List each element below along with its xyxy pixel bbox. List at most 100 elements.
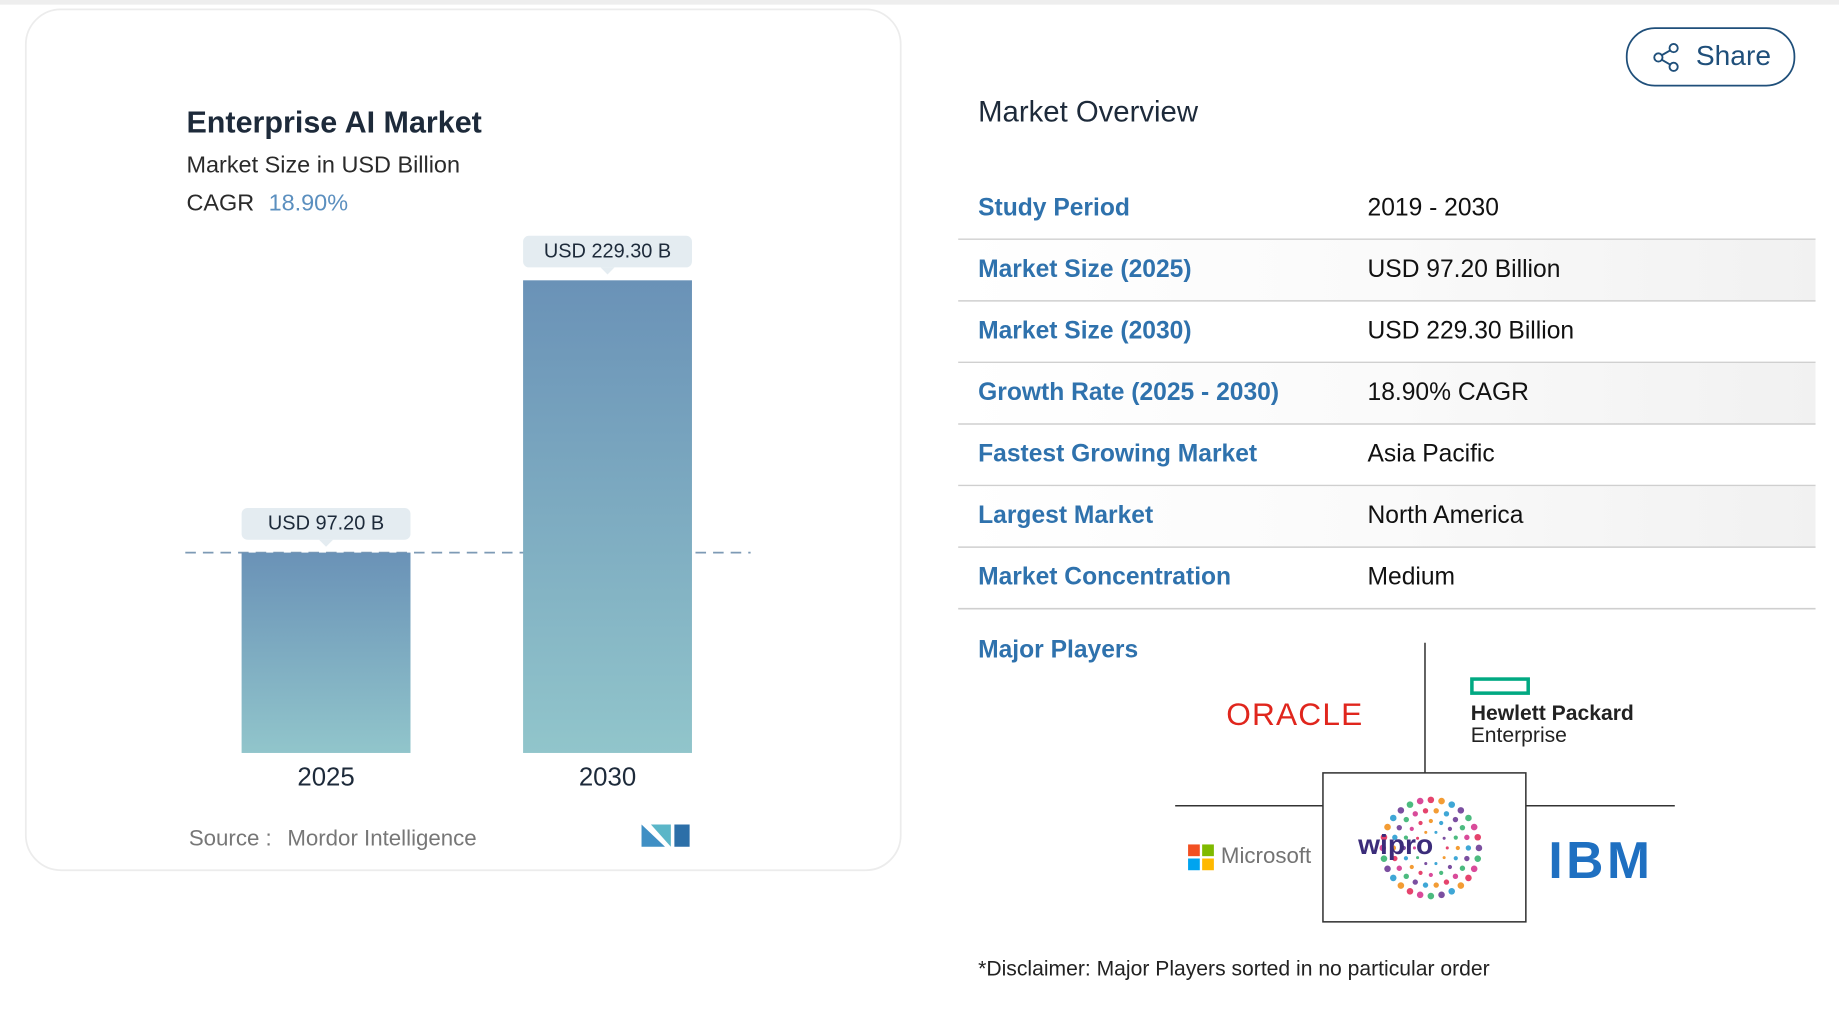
wipro-dot	[1418, 820, 1423, 826]
chart-title: Enterprise AI Market	[186, 105, 481, 139]
wipro-dot	[1434, 862, 1438, 866]
row-value: North America	[1368, 502, 1524, 529]
wipro-dot	[1384, 865, 1391, 873]
wipro-dot	[1470, 823, 1478, 831]
players-title: Major Players	[978, 636, 1138, 663]
row-label: Largest Market	[978, 502, 1153, 529]
wipro-dot	[1474, 833, 1482, 841]
wipro-dot	[1401, 845, 1406, 851]
wipro-dot	[1380, 855, 1388, 862]
wipro-dot	[1416, 856, 1420, 860]
wipro-dot	[1464, 855, 1470, 862]
cagr-label: CAGR	[186, 189, 254, 215]
wipro-dot	[1428, 872, 1433, 878]
wipro-dot	[1457, 882, 1465, 889]
wipro-dot	[1438, 891, 1445, 899]
hpe-mark	[1470, 677, 1530, 695]
wipro-dot	[1403, 835, 1409, 840]
wipro-dot	[1409, 864, 1414, 870]
row-label: Market Size (2030)	[978, 317, 1191, 344]
wipro-logo: wipro	[1357, 829, 1433, 860]
hpe-logo: Hewlett Packard	[1471, 702, 1634, 725]
wipro-dot	[1438, 797, 1445, 805]
value-label: USD 229.30 B	[544, 240, 671, 262]
wipro-dot	[1412, 846, 1416, 850]
wipro-dot	[1392, 855, 1398, 862]
chart-subtitle: Market Size in USD Billion	[186, 152, 460, 178]
wipro-dot	[1439, 870, 1444, 875]
wipro-dot	[1428, 818, 1433, 824]
wipro-dot	[1397, 882, 1405, 889]
wipro-dot	[1424, 830, 1428, 834]
row-value: 18.90% CAGR	[1368, 379, 1529, 406]
wipro-dot	[1403, 873, 1409, 880]
wipro-dot	[1389, 814, 1397, 822]
hpe-logo-2: Enterprise	[1471, 724, 1567, 747]
wipro-dot	[1464, 834, 1470, 841]
row-label: Growth Rate (2025 - 2030)	[978, 379, 1279, 406]
wipro-dot	[1422, 882, 1429, 888]
wipro-dot	[1424, 862, 1428, 866]
wipro-dot	[1447, 826, 1453, 831]
share-button[interactable]	[1625, 27, 1796, 87]
value-label-pointer	[600, 267, 615, 275]
players-grid	[1175, 642, 1675, 923]
wipro-dot	[1439, 820, 1444, 826]
wipro-dot	[1392, 834, 1398, 841]
wipro-dot	[1396, 824, 1402, 831]
share-icon	[1653, 43, 1679, 72]
wipro-dot	[1465, 845, 1472, 851]
wipro-dot	[1416, 836, 1420, 840]
wipro-dot	[1474, 855, 1482, 862]
value-label: USD 97.20 B	[268, 513, 384, 535]
wipro-dot	[1459, 824, 1466, 831]
share-label[interactable]: Share	[1696, 40, 1771, 71]
wipro-dot	[1403, 856, 1409, 861]
wipro-dot	[1384, 823, 1391, 831]
cagr-value: 18.90%	[269, 189, 349, 215]
wipro-dot	[1442, 856, 1446, 860]
row-label: Study Period	[978, 194, 1130, 221]
top-bar	[0, 0, 1839, 5]
value-label-pointer	[319, 539, 334, 547]
row-label: Market Size (2025)	[978, 256, 1191, 283]
wipro-dot	[1422, 808, 1429, 814]
source: Mordor Intelligence	[287, 826, 476, 851]
wipro-dot	[1396, 865, 1402, 871]
wipro-dot	[1453, 856, 1458, 861]
wipro-dot	[1427, 796, 1435, 804]
microsoft-squares	[1188, 844, 1214, 871]
wipro-dot	[1448, 801, 1456, 808]
wipro-dot	[1448, 887, 1456, 895]
wipro-dot	[1443, 879, 1450, 885]
microsoft-logo: Microsoft	[1221, 843, 1312, 868]
bars: USD 97.20 B 2025 USD 229.30 B 2030	[185, 235, 751, 792]
overview-table: Study Period 2019 - 2030 Market Size (2025…	[958, 194, 1816, 610]
value-label-box	[523, 235, 692, 268]
wipro-dot	[1452, 873, 1459, 880]
wipro-dot	[1418, 870, 1423, 875]
wipro-dot	[1379, 844, 1387, 852]
wipro-dot	[1389, 874, 1397, 882]
overview-title: Market Overview	[978, 96, 1199, 129]
row-label: Market Concentration	[978, 564, 1231, 591]
x-tick-label: 2030	[579, 764, 636, 792]
wipro-dot	[1416, 891, 1424, 899]
row-value: USD 97.20 Billion	[1368, 256, 1561, 283]
bar	[523, 280, 692, 753]
disclaimer: *Disclaimer: Major Players sorted in no …	[978, 958, 1490, 981]
wipro-dot	[1390, 845, 1397, 851]
wipro-dot	[1412, 811, 1418, 817]
row-bg	[958, 486, 1816, 548]
source-label: Source :	[189, 826, 272, 851]
wipro-dot	[1397, 807, 1405, 814]
wipro-dot	[1459, 865, 1466, 871]
oracle-logo: ORACLE	[1226, 696, 1363, 732]
wipro-dot	[1445, 846, 1449, 850]
bar	[241, 552, 411, 753]
row-value: Asia Pacific	[1368, 441, 1495, 468]
wipro-dot	[1447, 864, 1453, 870]
wipro-dot	[1406, 887, 1414, 895]
